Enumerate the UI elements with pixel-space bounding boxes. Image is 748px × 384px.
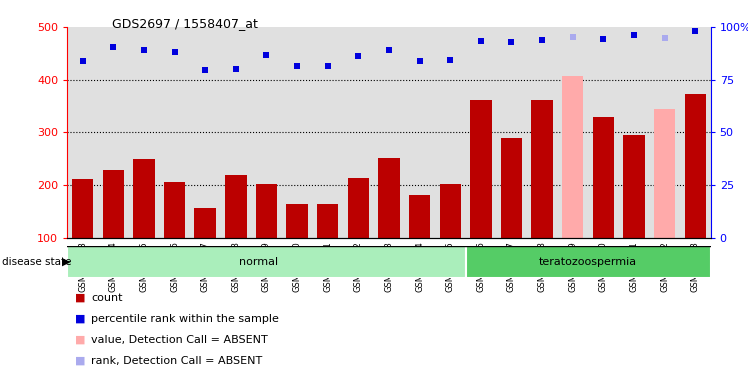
Text: rank, Detection Call = ABSENT: rank, Detection Call = ABSENT — [91, 356, 263, 366]
Bar — [256, 184, 278, 238]
Text: ■: ■ — [75, 356, 85, 366]
Bar — [225, 175, 247, 238]
Bar — [654, 109, 675, 238]
Bar — [684, 94, 706, 238]
Text: GDS2697 / 1558407_at: GDS2697 / 1558407_at — [112, 17, 258, 30]
Bar — [286, 204, 307, 238]
Text: ■: ■ — [75, 335, 85, 345]
Bar — [623, 135, 645, 238]
Bar — [67, 246, 465, 278]
Bar — [378, 158, 399, 238]
Text: normal: normal — [239, 257, 278, 267]
Bar — [348, 179, 369, 238]
Bar — [164, 182, 186, 238]
Bar — [133, 159, 155, 238]
Bar — [562, 76, 583, 238]
Bar — [531, 100, 553, 238]
Text: ■: ■ — [75, 314, 85, 324]
Bar — [317, 204, 338, 238]
Bar — [409, 195, 430, 238]
Bar — [465, 246, 711, 278]
Bar — [102, 170, 124, 238]
Bar — [592, 117, 614, 238]
Text: percentile rank within the sample: percentile rank within the sample — [91, 314, 279, 324]
Bar — [500, 138, 522, 238]
Bar — [470, 100, 491, 238]
Text: count: count — [91, 293, 123, 303]
Text: value, Detection Call = ABSENT: value, Detection Call = ABSENT — [91, 335, 268, 345]
Text: teratozoospermia: teratozoospermia — [539, 257, 637, 267]
Text: ▶: ▶ — [62, 257, 70, 267]
Text: ■: ■ — [75, 293, 85, 303]
Bar — [72, 179, 94, 238]
Bar — [194, 208, 216, 238]
Text: disease state: disease state — [2, 257, 72, 267]
Bar — [440, 184, 461, 238]
